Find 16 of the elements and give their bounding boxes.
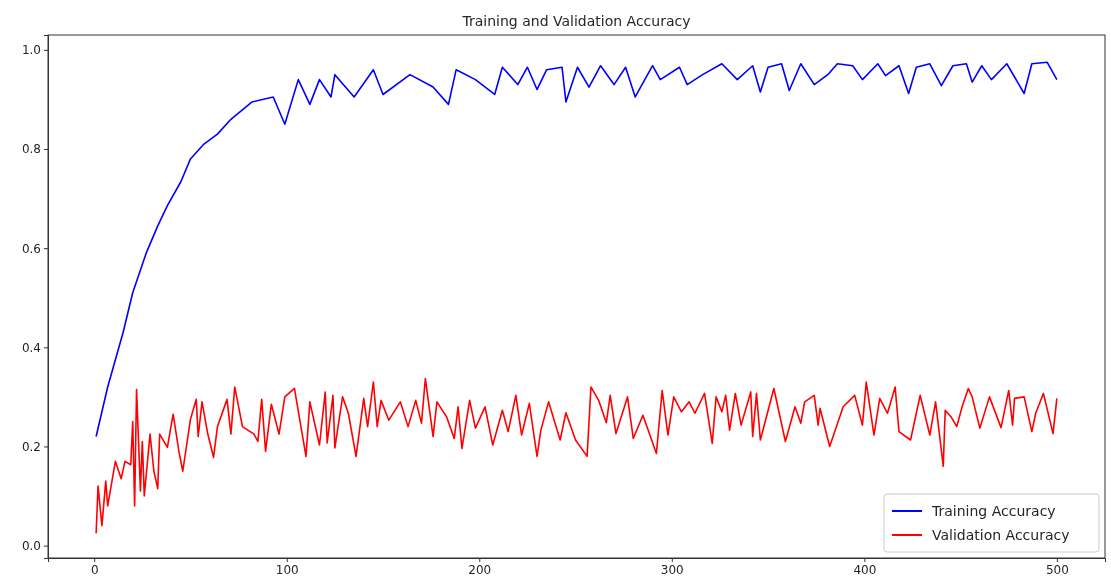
x-tick-label: 200 bbox=[468, 562, 492, 577]
chart-title: Training and Validation Accuracy bbox=[461, 13, 691, 29]
x-tick-label: 100 bbox=[275, 562, 299, 577]
y-tick-label: 0.2 bbox=[21, 439, 41, 454]
y-tick-label: 1.0 bbox=[21, 43, 41, 58]
y-tick-label: 0.4 bbox=[21, 340, 41, 355]
y-tick-label: 0.6 bbox=[21, 241, 41, 256]
x-tick-label: 500 bbox=[1045, 562, 1069, 577]
y-tick-label: 0.8 bbox=[21, 142, 41, 157]
x-tick-label: 0 bbox=[90, 562, 99, 577]
line-series bbox=[95, 61, 1058, 438]
x-tick-label: 400 bbox=[853, 562, 877, 577]
legend-label: Training Accuracy bbox=[931, 503, 1056, 519]
legend-label: Validation Accuracy bbox=[932, 527, 1070, 543]
x-tick-label: 300 bbox=[660, 562, 684, 577]
y-tick-label: 0.0 bbox=[21, 538, 41, 553]
